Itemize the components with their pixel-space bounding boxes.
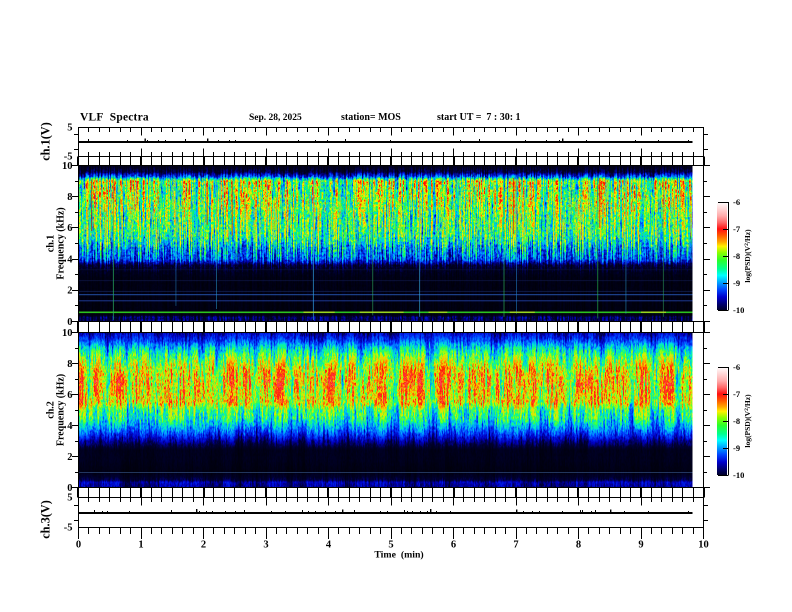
svg-text:ch.3(V): ch.3(V) bbox=[39, 500, 53, 539]
svg-text:-7: -7 bbox=[733, 224, 741, 234]
svg-text:-6: -6 bbox=[733, 197, 740, 207]
svg-text:8: 8 bbox=[67, 192, 72, 203]
svg-text:log(PSD)(V2/Hz): log(PSD)(V2/Hz) bbox=[743, 229, 752, 283]
svg-text:2: 2 bbox=[67, 452, 72, 463]
svg-text:8: 8 bbox=[576, 540, 581, 551]
svg-text:2: 2 bbox=[67, 286, 72, 297]
svg-text:-9: -9 bbox=[733, 443, 740, 453]
svg-text:Time (min): Time (min) bbox=[374, 550, 423, 561]
svg-text:ch.1(V): ch.1(V) bbox=[39, 122, 53, 161]
svg-text:10: 10 bbox=[698, 540, 709, 551]
svg-text:station= MOS: station= MOS bbox=[341, 112, 401, 123]
svg-text:-10: -10 bbox=[733, 470, 744, 480]
svg-text:5: 5 bbox=[67, 122, 72, 133]
svg-text:0: 0 bbox=[67, 483, 72, 494]
svg-text:2: 2 bbox=[201, 540, 206, 551]
svg-text:Frequency (kHz): Frequency (kHz) bbox=[56, 374, 67, 446]
svg-text:log(PSD)(V2/Hz): log(PSD)(V2/Hz) bbox=[743, 394, 752, 448]
svg-text:8: 8 bbox=[67, 359, 72, 370]
svg-text:10: 10 bbox=[62, 161, 73, 172]
svg-text:-8: -8 bbox=[733, 251, 740, 261]
svg-text:-5: -5 bbox=[64, 522, 73, 533]
svg-text:-9: -9 bbox=[733, 278, 740, 288]
svg-text:5: 5 bbox=[67, 492, 72, 503]
svg-text:1: 1 bbox=[138, 540, 143, 551]
svg-text:0: 0 bbox=[67, 317, 72, 328]
svg-text:-6: -6 bbox=[733, 362, 740, 372]
svg-text:3: 3 bbox=[263, 540, 268, 551]
svg-text:6: 6 bbox=[451, 540, 456, 551]
svg-text:0: 0 bbox=[76, 540, 81, 551]
svg-text:ch.1: ch.1 bbox=[46, 235, 57, 253]
svg-text:4: 4 bbox=[67, 254, 73, 265]
svg-text:6: 6 bbox=[67, 390, 72, 401]
svg-text:-8: -8 bbox=[733, 416, 740, 426]
svg-text:-5: -5 bbox=[64, 151, 73, 162]
svg-text:7: 7 bbox=[513, 540, 518, 551]
svg-text:6: 6 bbox=[67, 223, 72, 234]
svg-text:4: 4 bbox=[67, 421, 73, 432]
svg-text:-7: -7 bbox=[733, 389, 741, 399]
svg-text:5: 5 bbox=[388, 540, 393, 551]
svg-text:Frequency (kHz): Frequency (kHz) bbox=[56, 207, 67, 279]
svg-text:ch.2: ch.2 bbox=[46, 401, 57, 419]
svg-text:10: 10 bbox=[62, 328, 73, 339]
svg-text:9: 9 bbox=[638, 540, 643, 551]
svg-text:start UT = 7 : 30: 1: start UT = 7 : 30: 1 bbox=[437, 112, 521, 123]
svg-text:VLF Spectra: VLF Spectra bbox=[80, 112, 149, 124]
svg-text:4: 4 bbox=[326, 540, 332, 551]
svg-text:Sep. 28, 2025: Sep. 28, 2025 bbox=[249, 113, 302, 123]
svg-text:-10: -10 bbox=[733, 305, 744, 315]
